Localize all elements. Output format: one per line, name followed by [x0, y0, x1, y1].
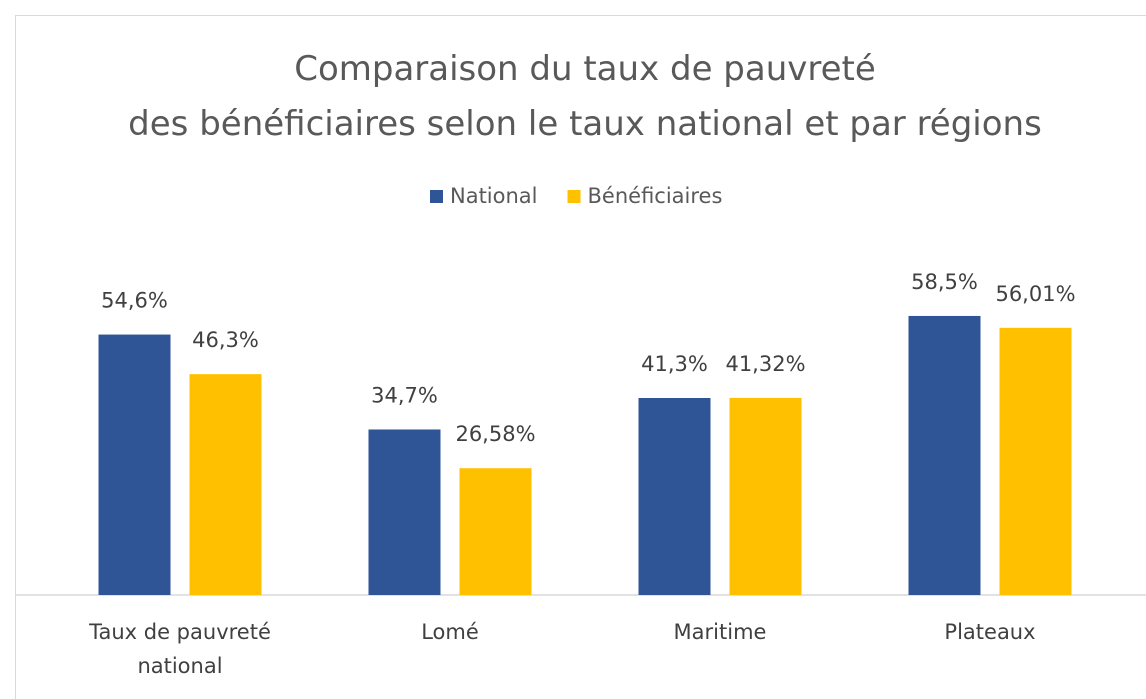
- legend-swatch: [430, 190, 443, 203]
- data-label: 26,58%: [455, 422, 535, 446]
- bar: [908, 315, 981, 595]
- data-label: 41,3%: [641, 352, 708, 376]
- legend-label: Bénéficiaires: [588, 184, 723, 208]
- bar: [999, 327, 1072, 595]
- bar: [98, 334, 171, 595]
- bar: [638, 397, 711, 595]
- bar: [189, 374, 262, 595]
- x-tick-label: Lomé: [421, 620, 479, 644]
- legend-swatch: [567, 190, 581, 203]
- bar: [368, 429, 441, 595]
- bar: [729, 397, 802, 595]
- bar: [459, 468, 532, 595]
- data-label: 56,01%: [995, 282, 1075, 306]
- chart-title: Comparaison du taux de pauvreté des bénéf…: [128, 49, 1042, 144]
- data-label: 41,32%: [725, 352, 805, 376]
- data-label: 46,3%: [192, 328, 259, 352]
- data-label: 54,6%: [101, 289, 168, 313]
- legend-label: National: [450, 184, 538, 208]
- x-tick-label: Maritime: [673, 620, 767, 644]
- x-tick-label: Taux de pauvreté national: [89, 620, 271, 678]
- data-label: 34,7%: [371, 383, 438, 407]
- x-tick-label: Plateaux: [944, 620, 1036, 644]
- chart-border: [15, 15, 1146, 699]
- data-label: 58,5%: [911, 270, 978, 294]
